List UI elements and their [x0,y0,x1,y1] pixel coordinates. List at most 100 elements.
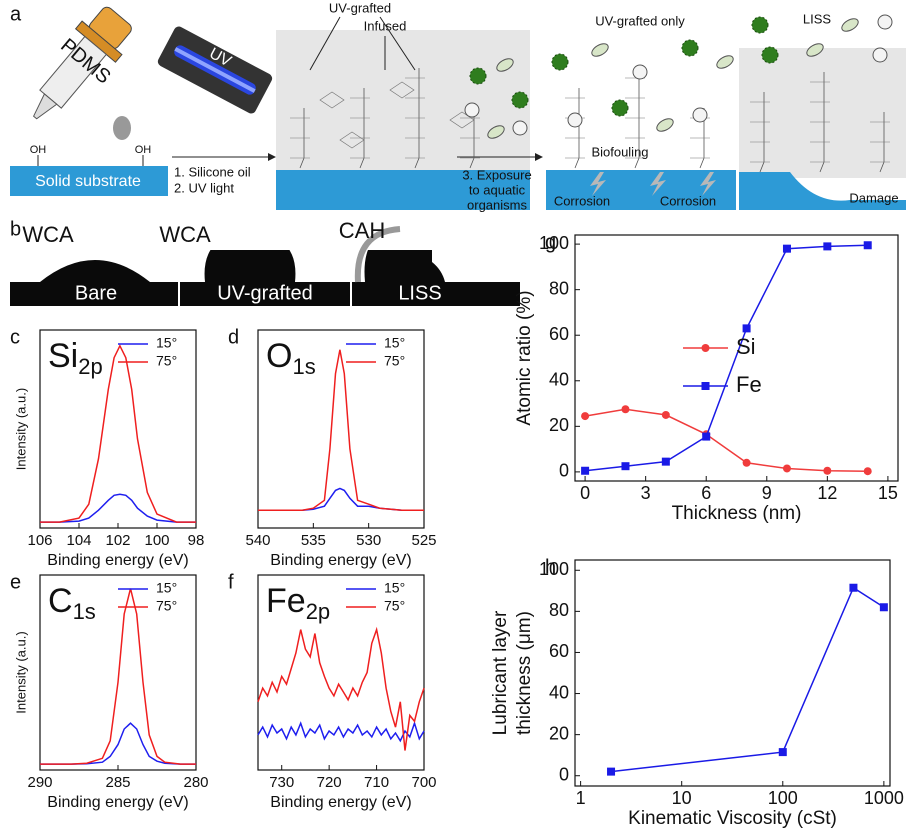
y-tick-label: 100 [539,233,569,253]
chart-title: O1s [266,337,316,379]
x-axis-label: Kinematic Viscosity (cSt) [628,808,837,829]
step-text: to aquatic [469,182,526,197]
series-line [258,488,424,510]
x-tick-label: 98 [188,532,205,549]
x-tick-label: 3 [641,483,651,503]
x-tick-label: 1000 [864,788,904,808]
legend-label: 75° [156,598,177,614]
organism [568,113,582,127]
series-line [585,409,868,471]
molecule [575,88,579,168]
panel-label: b [10,218,21,240]
x-tick-label: 102 [105,532,130,549]
page: { "panel_a": { "label": "a", "dropper": … [0,0,908,830]
legend-label: 15° [384,580,405,596]
annotation: UV-grafted [329,0,391,15]
x-tick-label: 280 [183,774,208,791]
sample: UV-grafted [217,282,313,304]
y-tick-label: 40 [549,370,569,390]
x-axis-label: Binding energy (eV) [47,552,188,569]
marker [743,459,751,467]
title-subscript: 2p [306,599,330,624]
arrow-head [535,153,543,161]
marker [607,768,615,776]
organism [752,17,768,33]
marker [783,245,791,253]
organism [470,68,486,84]
title-main: Si [48,337,78,375]
y-axis-label: Intensity (a.u.) [13,631,28,713]
panel-label: a [10,3,22,25]
marker [864,467,872,475]
title-main: C [48,582,73,620]
organism [512,92,528,108]
y-axis-label: thickness (μm) [514,611,535,735]
uv-lamp [156,25,274,115]
x-tick-label: 525 [411,532,436,549]
x-tick-label: 0 [580,483,590,503]
measurement: CAH [339,218,385,243]
figure: a PDMS UV Solid substrate OH OH 1. Silic… [0,0,908,830]
sample: Bare [75,282,117,304]
marker [621,405,629,413]
y-axis-label: Intensity (a.u.) [13,388,28,470]
organism [682,40,698,56]
y-tick-label: 40 [549,682,569,702]
panel-label: d [228,326,239,348]
y-tick-label: 80 [549,600,569,620]
step-text: 2. UV light [174,180,234,195]
hydroxyl: OH [135,144,152,156]
step-text: organisms [467,197,527,212]
hydroxyl: OH [30,144,47,156]
panel-label: f [228,571,234,593]
x-tick-label: 1 [576,788,586,808]
x-tick-label: 100 [144,532,169,549]
annotation: UV-grafted only [595,13,685,28]
x-tick-label: 530 [356,532,381,549]
x-axis-label: Binding energy (eV) [47,794,188,811]
x-tick-label: 285 [105,774,130,791]
series-line [585,245,868,470]
x-tick-label: 6 [701,483,711,503]
organism [465,103,479,117]
substrate-label: Solid substrate [35,173,141,190]
organism [840,16,861,34]
x-tick-label: 100 [768,788,798,808]
plot-frame [575,560,890,786]
annotation: Biofouling [591,144,648,159]
x-tick-label: 290 [27,774,52,791]
organism [693,108,707,122]
x-tick-label: 10 [672,788,692,808]
marker [849,584,857,592]
drop [113,116,131,140]
chart-title: C1s [48,582,96,624]
x-tick-label: 104 [66,532,91,549]
panel-label: e [10,571,21,593]
annotation: LISS [803,11,832,26]
organism [590,41,611,59]
organism [633,65,647,79]
x-tick-label: 700 [411,774,436,791]
legend-label: 15° [384,335,405,351]
marker [662,411,670,419]
x-tick-label: 15 [878,483,898,503]
organism [612,100,628,116]
series-line [40,494,196,522]
title-subscript: 2p [78,354,102,379]
legend-marker [702,382,710,390]
marker [823,242,831,250]
y-tick-label: 80 [549,278,569,298]
legend-label: Fe [736,372,762,397]
x-tick-label: 9 [762,483,772,503]
title-subscript: 1s [73,599,96,624]
y-tick-label: 60 [549,641,569,661]
y-tick-label: 0 [559,764,569,784]
y-tick-label: 0 [559,461,569,481]
organism [715,53,736,71]
title-main: Fe [266,582,306,620]
chart-title: Si2p [48,337,103,379]
step-text: 3. Exposure [462,167,531,182]
series-line [611,588,884,772]
x-tick-label: 720 [317,774,342,791]
marker [621,462,629,470]
